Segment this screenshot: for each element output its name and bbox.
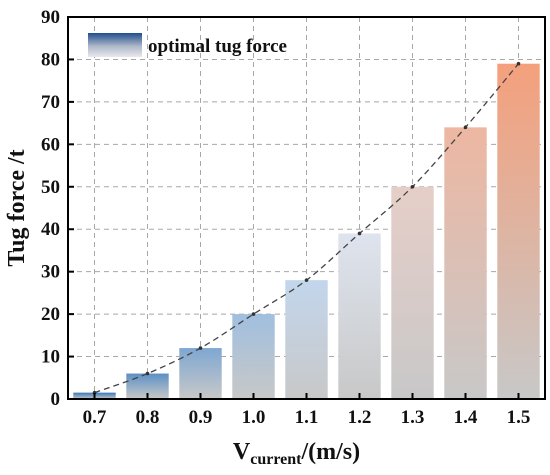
y-tick-label: 30 xyxy=(41,262,60,283)
y-axis-title: Tug force /t xyxy=(4,149,30,266)
trend-point-1.0 xyxy=(251,312,256,316)
trend-points xyxy=(92,61,521,395)
bar-1.5 xyxy=(497,63,540,399)
legend: optimal tug force xyxy=(88,33,287,57)
y-tick-label: 40 xyxy=(41,219,60,240)
legend-label: optimal tug force xyxy=(148,36,287,57)
x-tick-label: 1.2 xyxy=(348,407,372,428)
trend-point-1.1 xyxy=(304,278,309,282)
x-tick-label: 1.4 xyxy=(454,407,478,428)
y-tick-label: 50 xyxy=(41,177,60,198)
x-tick-label: 1.1 xyxy=(295,407,319,428)
trend-point-0.8 xyxy=(145,371,150,376)
y-tick-label: 70 xyxy=(41,92,60,113)
trend-point-1.2 xyxy=(357,231,362,236)
y-tick-label: 20 xyxy=(41,304,60,325)
trend-line xyxy=(94,63,519,394)
x-tick-label: 0.9 xyxy=(189,407,213,428)
bar-1.1 xyxy=(285,280,328,399)
trend-point-1.4 xyxy=(463,125,468,130)
trend-point-1.5 xyxy=(516,61,521,66)
x-tick-label: 0.7 xyxy=(83,407,107,428)
bar-1.3 xyxy=(391,186,434,399)
bar-1.4 xyxy=(444,127,487,399)
y-axis-ticks: 0 10 20 30 40 50 60 70 80 90 xyxy=(41,7,74,410)
bar-1.0 xyxy=(232,314,275,399)
bars-group xyxy=(73,63,540,399)
y-tick-label: 60 xyxy=(41,134,60,155)
x-axis-title-subscript: current xyxy=(250,451,302,468)
trend-point-1.3 xyxy=(410,184,415,189)
y-tick-label: 10 xyxy=(41,347,60,368)
x-tick-label: 1.3 xyxy=(401,407,425,428)
x-axis-title-main: V xyxy=(233,439,251,465)
x-axis-ticks: 0.7 0.8 0.9 1.0 1.1 1.2 1.3 1.4 1.5 xyxy=(83,393,531,428)
y-tick-label: 0 xyxy=(51,389,61,410)
bar-1.2 xyxy=(338,233,381,399)
x-axis-title: Vcurrent/(m/s) xyxy=(233,439,360,468)
bar-0.9 xyxy=(179,348,222,399)
y-tick-label: 80 xyxy=(41,49,60,70)
x-tick-label: 0.8 xyxy=(136,407,160,428)
x-tick-label: 1.0 xyxy=(242,407,266,428)
trend-point-0.9 xyxy=(198,346,203,350)
legend-swatch xyxy=(88,33,142,57)
x-tick-label: 1.5 xyxy=(507,407,531,428)
y-tick-label: 90 xyxy=(41,7,60,28)
x-axis-title-suffix: /(m/s) xyxy=(300,439,360,465)
